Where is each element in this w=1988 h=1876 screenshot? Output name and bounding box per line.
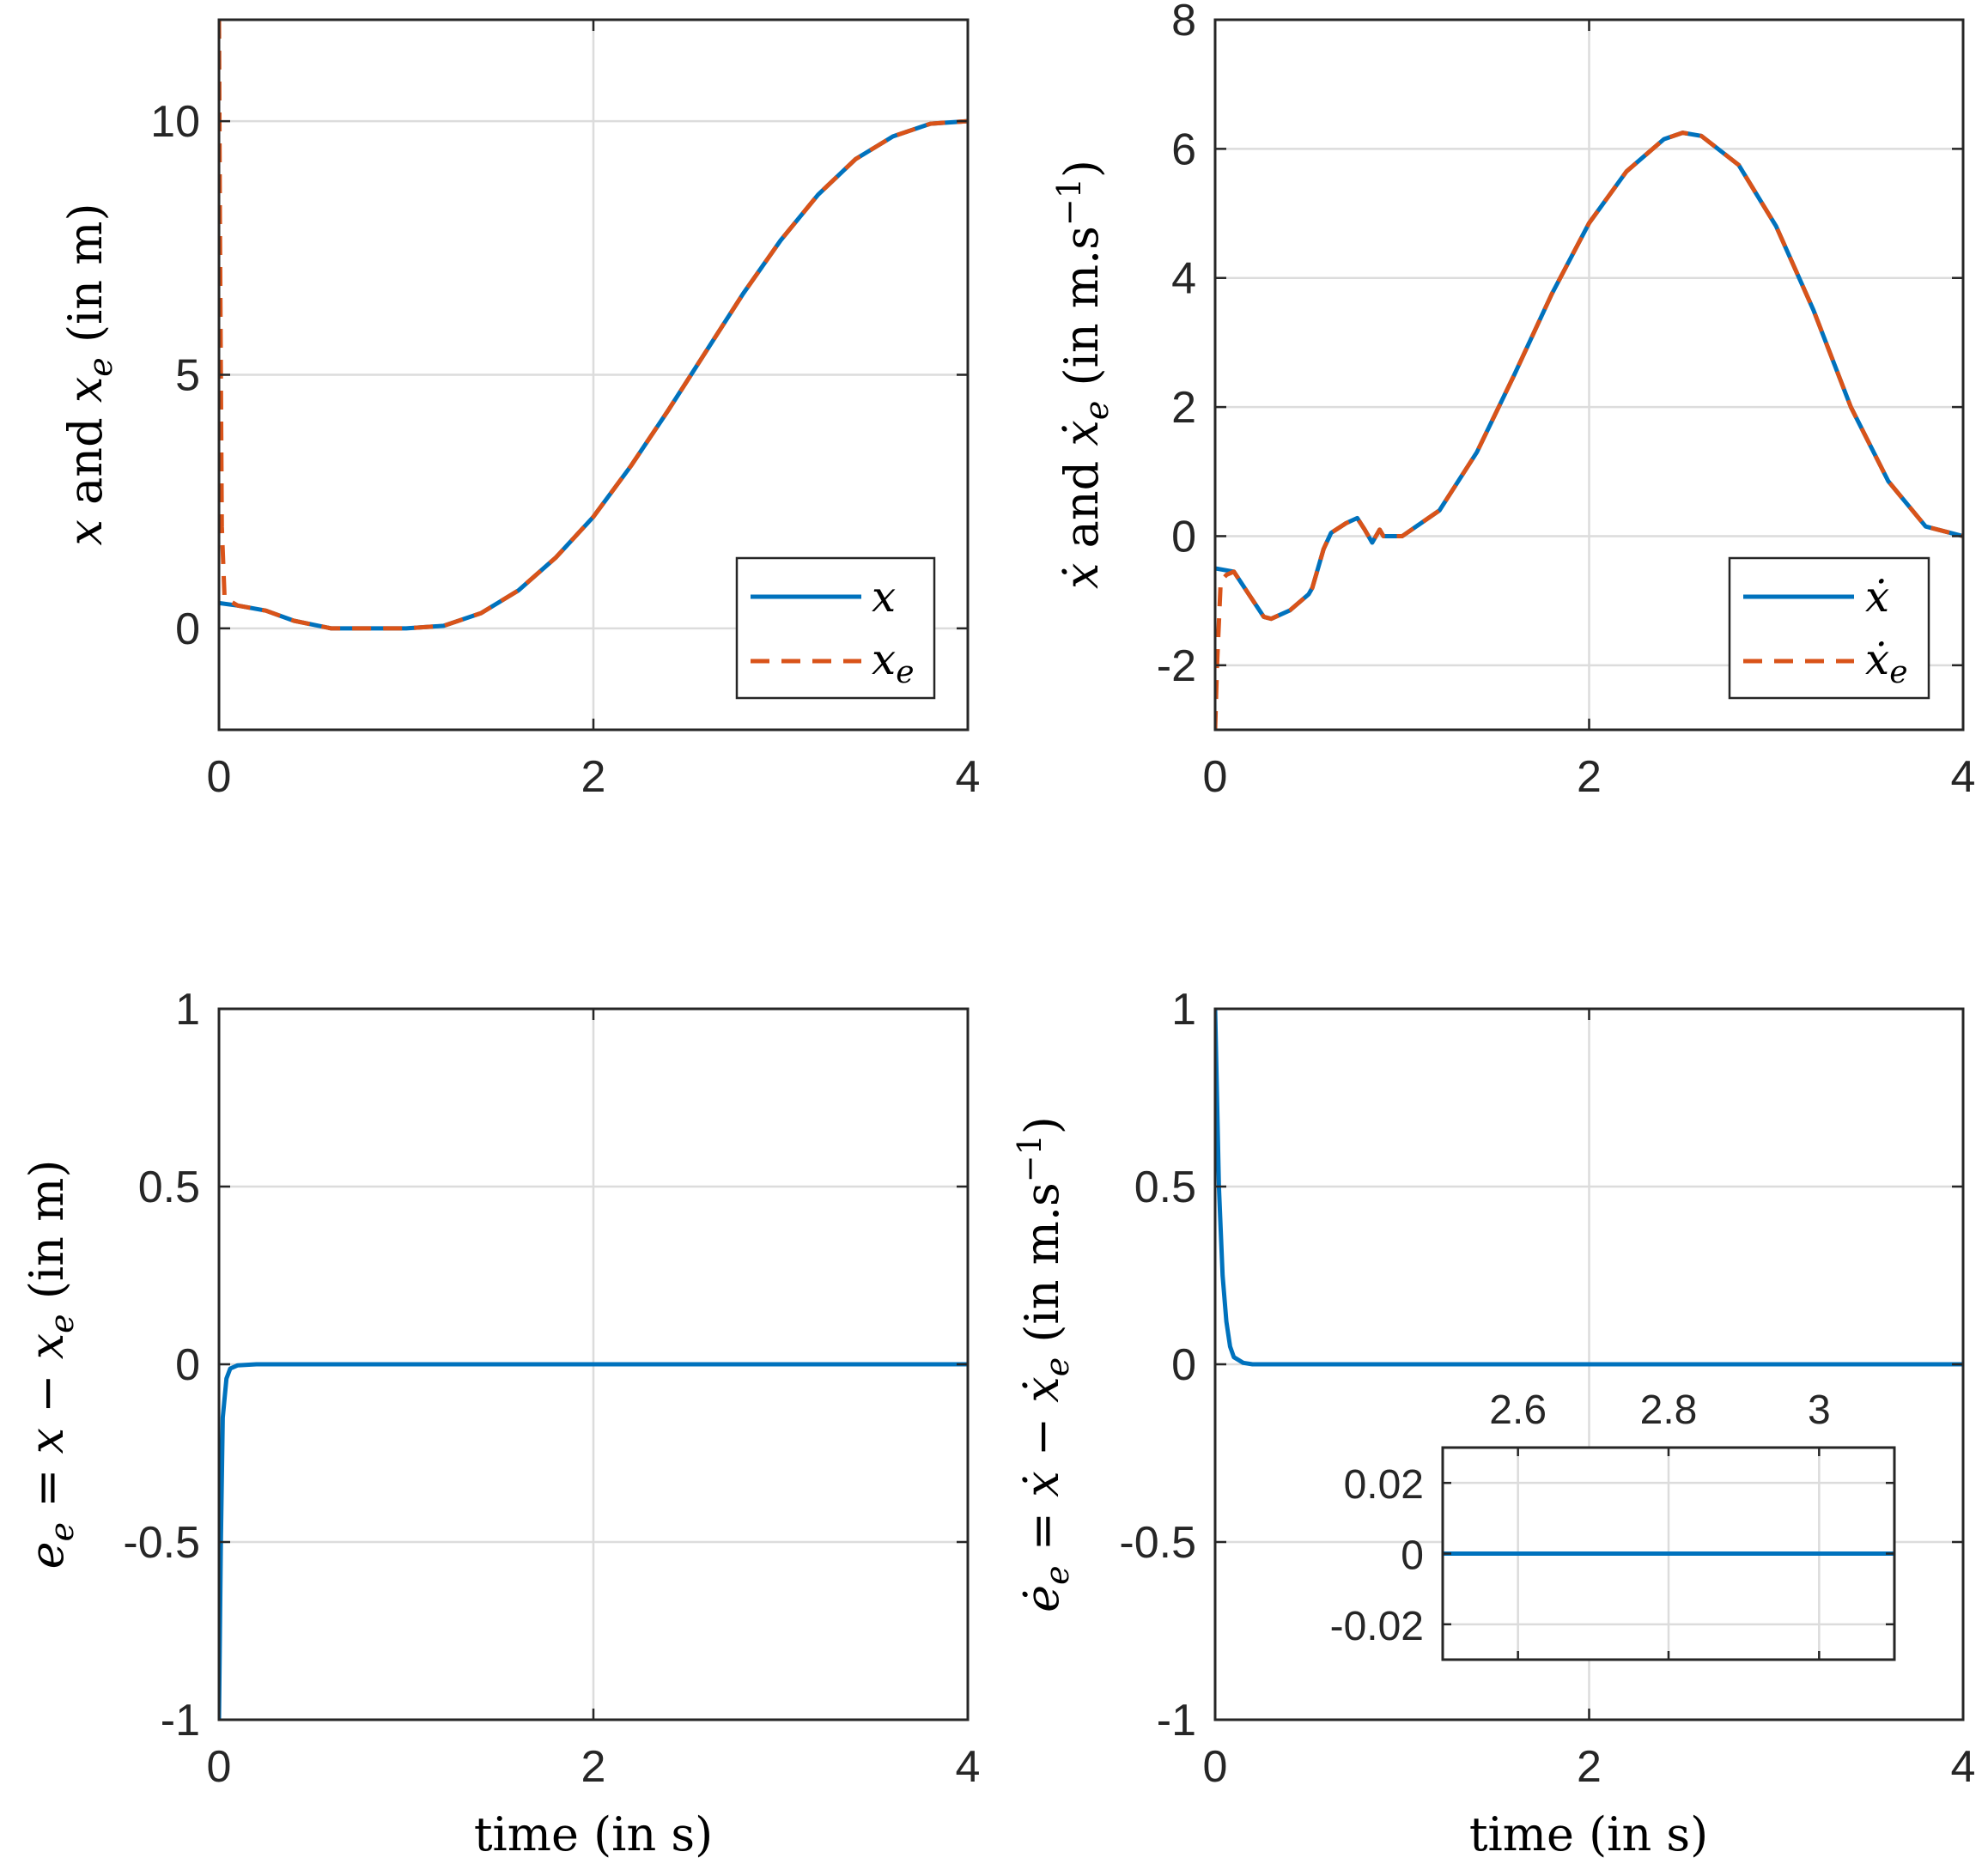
- bottom-left-y-tick-label: 1: [175, 985, 200, 1035]
- series-layer-bottom-right: [1215, 1009, 1963, 1367]
- inset-y-tick-label: 0.02: [1344, 1462, 1424, 1508]
- bottom-right-x-tick-label: 2: [1577, 1742, 1602, 1792]
- legend-label-xe: xe: [872, 634, 915, 690]
- bottom-left-y-tick-label: -0.5: [123, 1518, 200, 1568]
- y-axis-label-bottom-right: ėe = ẋ − ẋe (in m.s−1): [1011, 1116, 1076, 1612]
- top-right-y-tick-label: 6: [1171, 124, 1196, 174]
- panel-top-right: 0 2 4 -2 0 2 4 6 8 ẋ and ẋe (in m.s−1) ẋ ẋe: [1050, 0, 1975, 802]
- y-axis-label-top-left: x and xe (in m): [58, 203, 119, 545]
- top-right-x-tick-label: 4: [1951, 752, 1976, 802]
- bottom-left-series-actual-line: [219, 1362, 968, 1720]
- top-left-y-tick-label: 5: [175, 351, 200, 401]
- bottom-right-y-tick-label: -0.5: [1119, 1518, 1196, 1568]
- ticks-top-left: 0 2 4 0 5 10: [150, 20, 980, 802]
- inset-x-tick-label: 2.8: [1640, 1387, 1698, 1433]
- inset-x-tick-label: 3: [1808, 1387, 1831, 1433]
- top-left-series-estimate-line: [219, 20, 968, 631]
- legend-box-top-right: [1728, 556, 1930, 700]
- panel-top-left: 0 2 4 0 5 10 x and xe (in m) x xe: [58, 18, 980, 802]
- inset-x-tick-label: 2.6: [1489, 1387, 1547, 1433]
- bottom-left-x-tick-label: 4: [956, 1742, 981, 1792]
- top-left-x-tick-label: 0: [207, 752, 232, 802]
- top-right-y-tick-label: 4: [1171, 254, 1196, 304]
- x-axis-label-bottom-left: time (in s): [474, 1807, 713, 1861]
- inset-y-tick-label: -0.02: [1330, 1604, 1424, 1649]
- inset-y-tick-label: 0: [1401, 1533, 1424, 1579]
- bottom-left-x-tick-label: 2: [581, 1742, 606, 1792]
- top-left-x-tick-label: 4: [956, 752, 981, 802]
- top-right-y-tick-label: -2: [1157, 641, 1196, 691]
- bottom-left-y-tick-label: 0: [175, 1340, 200, 1390]
- top-right-y-tick-label: 0: [1171, 512, 1196, 562]
- legend-label-xedot: ẋe: [1865, 634, 1908, 690]
- legend-top-left: x xe: [735, 556, 936, 700]
- bottom-left-y-tick-label: -1: [161, 1696, 200, 1745]
- bottom-left-y-tick-label: 0.5: [138, 1163, 200, 1212]
- bottom-right-y-tick-label: 0.5: [1134, 1163, 1196, 1212]
- top-right-y-tick-label: 8: [1171, 0, 1196, 46]
- top-left-x-tick-label: 2: [581, 752, 606, 802]
- x-axis-label-bottom-right: time (in s): [1469, 1807, 1708, 1861]
- ticks-inset: 2.6 2.8 3 -0.02 0 0.02: [1330, 1387, 1894, 1660]
- inset-zoom-plot: 2.6 2.8 3 -0.02 0 0.02: [1330, 1387, 1896, 1661]
- ticks-top-right: 0 2 4 -2 0 2 4 6 8: [1157, 0, 1976, 802]
- bottom-right-x-tick-label: 0: [1203, 1742, 1228, 1792]
- bottom-right-y-tick-label: -1: [1157, 1696, 1196, 1745]
- bottom-right-y-tick-label: 0: [1171, 1340, 1196, 1390]
- bottom-right-y-tick-label: 1: [1171, 985, 1196, 1035]
- series-layer-bottom-left: [219, 1362, 968, 1720]
- y-axis-label-top-right: ẋ and ẋe (in m.s−1): [1050, 160, 1116, 589]
- y-axis-label-bottom-left: ee = x − xe (in m): [20, 1160, 81, 1569]
- top-left-y-tick-label: 0: [175, 604, 200, 654]
- top-left-y-tick-label: 10: [150, 97, 200, 147]
- panel-bottom-left: 0 2 4 -1 -0.5 0 0.5 1 ee = x − xe (in m) time (…: [20, 985, 980, 1861]
- series-layer-top-left: [219, 20, 968, 631]
- ticks-bottom-right: 0 2 4 -1 -0.5 0 0.5 1: [1119, 985, 1975, 1792]
- legend-top-right: ẋ ẋe: [1728, 556, 1930, 700]
- ticks-bottom-left: 0 2 4 -1 -0.5 0 0.5 1: [123, 985, 980, 1792]
- bottom-left-x-tick-label: 0: [207, 1742, 232, 1792]
- top-right-y-tick-label: 2: [1171, 383, 1196, 433]
- bottom-right-x-tick-label: 4: [1951, 1742, 1976, 1792]
- series-layer-top-right: [1215, 131, 1963, 730]
- legend-label-x: x: [872, 572, 896, 622]
- legend-label-xdot: ẋ: [1865, 572, 1889, 622]
- legend-box-top-left: [735, 556, 936, 700]
- top-right-x-tick-label: 2: [1577, 752, 1602, 802]
- top-right-series-estimate-line: [1215, 131, 1963, 730]
- top-right-x-tick-label: 0: [1203, 752, 1228, 802]
- bottom-right-series-actual-line: [1215, 1009, 1963, 1367]
- panel-bottom-right: 0 2 4 -1 -0.5 0 0.5 1 ėe = ẋ − ẋe (in m.s−1) ti…: [1011, 985, 1975, 1861]
